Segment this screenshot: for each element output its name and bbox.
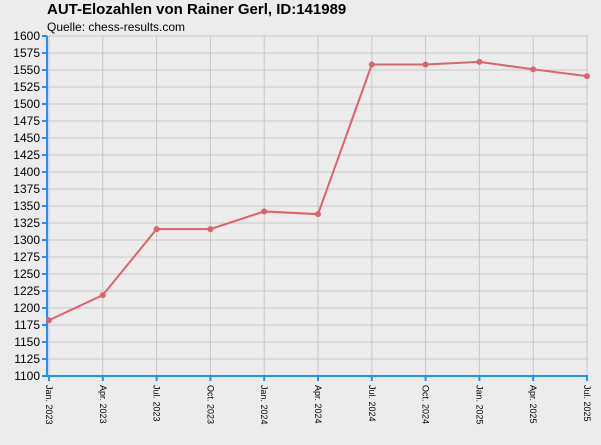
data-point: [530, 66, 537, 73]
y-tick-label: 1325: [13, 216, 40, 230]
x-tick-label: Jul. 2023: [152, 385, 162, 422]
y-tick-label: 1200: [13, 301, 40, 315]
x-tick-label: Jan. 2025: [474, 385, 484, 425]
y-tick-label: 1375: [13, 182, 40, 196]
y-tick-label: 1100: [14, 369, 40, 383]
data-point: [584, 73, 590, 80]
x-tick-label: Jan. 2023: [44, 385, 54, 425]
y-tick-label: 1275: [13, 250, 40, 264]
chart-subtitle: Quelle: chess-results.com: [47, 20, 186, 34]
x-tick-label: Oct. 2024: [421, 385, 431, 424]
data-point: [99, 292, 106, 299]
data-point: [46, 317, 52, 324]
y-tick-label: 1500: [13, 97, 40, 111]
data-point: [368, 61, 375, 68]
y-tick-label: 1525: [13, 80, 40, 94]
y-tick-label: 1550: [13, 63, 40, 77]
y-tick-label: 1125: [14, 352, 40, 366]
x-tick-label: Apr. 2025: [528, 385, 538, 424]
y-tick-label: 1450: [13, 131, 40, 145]
x-tick-label: Apr. 2023: [98, 385, 108, 424]
x-tick-label: Jul. 2025: [582, 385, 592, 422]
y-tick-label: 1475: [13, 114, 40, 128]
y-tick-label: 1300: [13, 233, 40, 247]
data-point: [261, 208, 268, 215]
y-tick-label: 1225: [13, 284, 40, 298]
data-point: [207, 226, 214, 233]
data-point: [476, 58, 483, 65]
y-tick-label: 1250: [13, 267, 40, 281]
y-tick-label: 1600: [13, 29, 40, 43]
y-tick-label: 1425: [13, 148, 40, 162]
data-point: [153, 226, 160, 233]
y-tick-label: 1150: [14, 335, 40, 349]
y-tick-label: 1400: [13, 165, 40, 179]
x-tick-label: Jan. 2024: [259, 385, 269, 425]
x-tick-label: Oct. 2023: [205, 385, 215, 424]
y-tick-label: 1175: [14, 318, 40, 332]
x-tick-label: Jul. 2024: [367, 385, 377, 422]
x-tick-label: Apr. 2024: [313, 385, 323, 424]
data-point: [315, 211, 321, 218]
y-tick-label: 1350: [13, 199, 40, 213]
y-tick-label: 1575: [13, 46, 40, 60]
chart-title: AUT-Elozahlen von Rainer Gerl, ID:141989: [47, 1, 347, 18]
data-point: [422, 61, 429, 68]
